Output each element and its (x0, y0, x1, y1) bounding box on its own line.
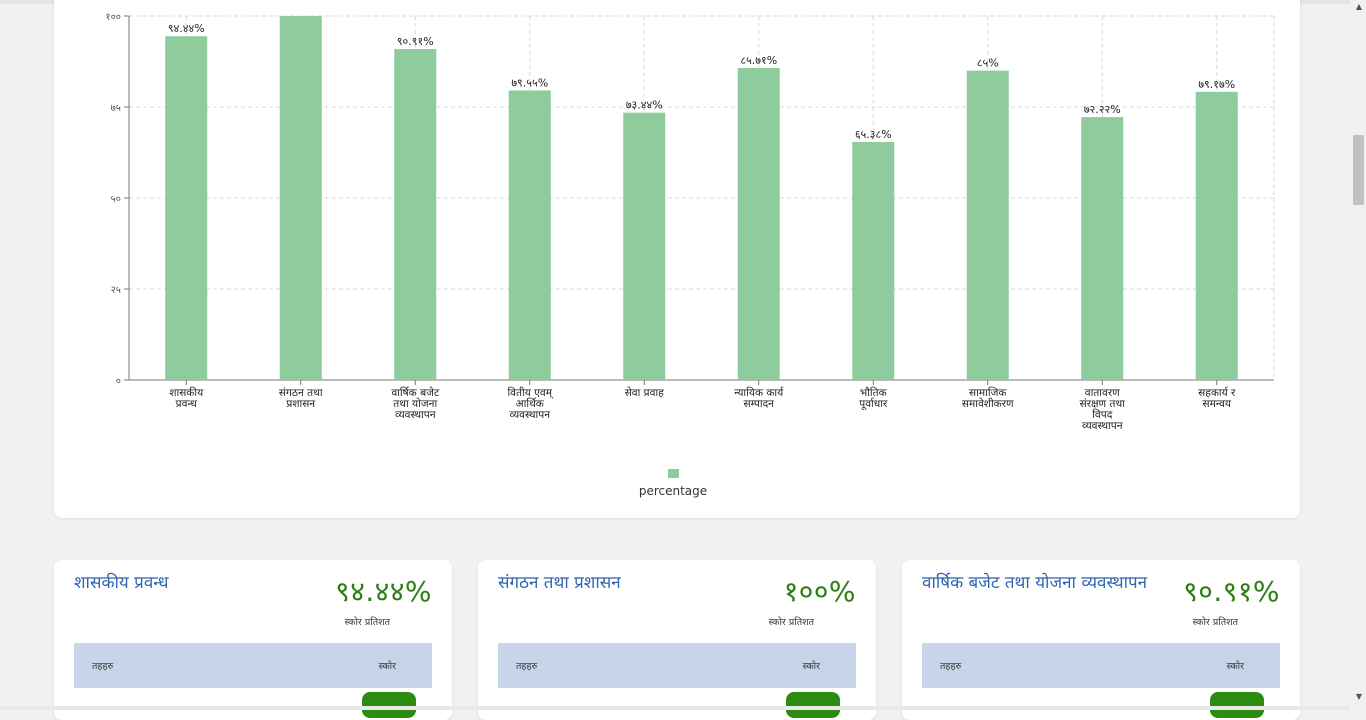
vertical-scrollbar[interactable]: ▲ ▼ (1350, 0, 1366, 710)
bar (279, 16, 322, 380)
card-title: शासकीय प्रवन्ध (74, 573, 169, 593)
x-tick-label: पूर्वाधार (859, 397, 888, 410)
table-header: तहहरु स्कोर (74, 643, 432, 688)
x-tick-label: प्रशासन (286, 398, 315, 410)
card-score-label: स्कोर प्रतिशत (1192, 617, 1238, 628)
table-header: तहहरु स्कोर (498, 643, 856, 688)
x-tick-label: प्रवन्ध (176, 398, 198, 410)
table-header: तहहरु स्कोर (922, 643, 1280, 688)
bar (737, 68, 780, 381)
card-score: ९४.४४% (335, 575, 432, 608)
y-tick-label: ७५ (111, 103, 121, 114)
score-card-2: संगठन तथा प्रशासन १००% स्कोर प्रतिशत तहह… (478, 560, 876, 720)
x-tick-label: संरक्षण तथा (1080, 398, 1126, 410)
bar-value-label: ८५.७१% (740, 54, 777, 67)
x-tick-label: आर्थिक (516, 397, 545, 410)
bar (966, 70, 1009, 380)
scrollbar-thumb[interactable] (1353, 135, 1364, 205)
legend-swatch[interactable] (668, 469, 679, 478)
x-tick-label: वार्षिक बजेट (391, 386, 440, 399)
score-badge (786, 692, 840, 718)
y-tick-label: ० (116, 376, 121, 387)
y-tick-label: २५ (111, 285, 121, 296)
x-tick-label: सामाजिक (969, 386, 1007, 399)
bar (1081, 117, 1124, 380)
bar-value-label: ९०.९१% (397, 35, 434, 48)
y-tick-label: ५० (111, 194, 121, 205)
column-header-score: स्कोर (1226, 661, 1244, 672)
x-tick-label: व्यवस्थापन (1082, 420, 1123, 432)
column-header-score: स्कोर (802, 661, 820, 672)
x-tick-label: व्यवस्थापन (509, 409, 550, 421)
card-score: ९०.९१% (1183, 575, 1280, 608)
card-score-label: स्कोर प्रतिशत (344, 617, 390, 628)
bar (852, 142, 895, 380)
card-title: संगठन तथा प्रशासन (498, 573, 621, 593)
x-tick-label: समावेशीकरण (962, 397, 1014, 410)
bar-value-label: ६५.३८% (855, 128, 892, 141)
bar-value-label: ७३.४४% (626, 99, 663, 112)
score-card-1: शासकीय प्रवन्ध ९४.४४% स्कोर प्रतिशत तहहर… (54, 560, 452, 720)
x-tick-label: तथा योजना (393, 397, 437, 410)
x-tick-label: सेवा प्रवाह (625, 386, 665, 399)
chart-card: ० २५ ५० ७५ १०० ९४.४४% शासकीय प्रवन्ध संगठन तथा प्… (54, 0, 1300, 518)
x-tick-label: न्यायिक कार्य (734, 386, 784, 399)
bar (165, 36, 208, 380)
x-tick-label: विपद (1092, 408, 1113, 421)
x-tick-label: व्यवस्थापन (395, 409, 436, 421)
bar-value-label: ८५% (977, 57, 999, 70)
column-header-levels: तहहरु (92, 661, 114, 672)
x-tick-label: संगठन तथा (279, 387, 323, 399)
bar-value-label: ७९.१७% (1198, 78, 1235, 91)
card-score: १००% (783, 575, 856, 608)
x-tick-label: सहकार्य र (1198, 386, 1236, 399)
score-badge (362, 692, 416, 718)
x-tick-label: शासकीय (169, 386, 204, 399)
column-header-levels: तहहरु (516, 661, 538, 672)
bar (508, 90, 551, 381)
scroll-up-arrow-icon[interactable]: ▲ (1355, 2, 1362, 11)
column-header-score: स्कोर (378, 661, 396, 672)
column-header-levels: तहहरु (940, 661, 962, 672)
x-tick-label: वातावरण (1085, 387, 1120, 399)
card-title: वार्षिक बजेट तथा योजना व्यवस्थापन (922, 573, 1148, 593)
bar-value-label: ७९.५५% (511, 76, 548, 89)
bar-value-label: ७२.२२% (1084, 103, 1121, 116)
x-tick-label: सम्पादन (743, 398, 774, 410)
score-card-3: वार्षिक बजेट तथा योजना व्यवस्थापन ९०.९१%… (902, 560, 1300, 720)
bar (623, 112, 666, 380)
bar-chart: ० २५ ५० ७५ १०० ९४.४४% शासकीयप्रवन्ध संगठन तथाप्… (105, 12, 1275, 432)
bar (1195, 91, 1238, 380)
bar-value-label: ९४.४४% (168, 22, 205, 35)
score-badge (1210, 692, 1264, 718)
x-tick-label: वितीय एवम् (507, 386, 554, 399)
legend-label[interactable]: percentage (638, 484, 708, 498)
bar (394, 49, 437, 381)
bottom-border (0, 706, 1350, 710)
y-tick-label: १०० (105, 12, 121, 23)
x-tick-label: समन्वय (1203, 398, 1232, 410)
scroll-down-arrow-icon[interactable]: ▼ (1355, 692, 1362, 701)
card-score-label: स्कोर प्रतिशत (768, 617, 814, 628)
x-tick-label: भौतिक (860, 386, 888, 399)
